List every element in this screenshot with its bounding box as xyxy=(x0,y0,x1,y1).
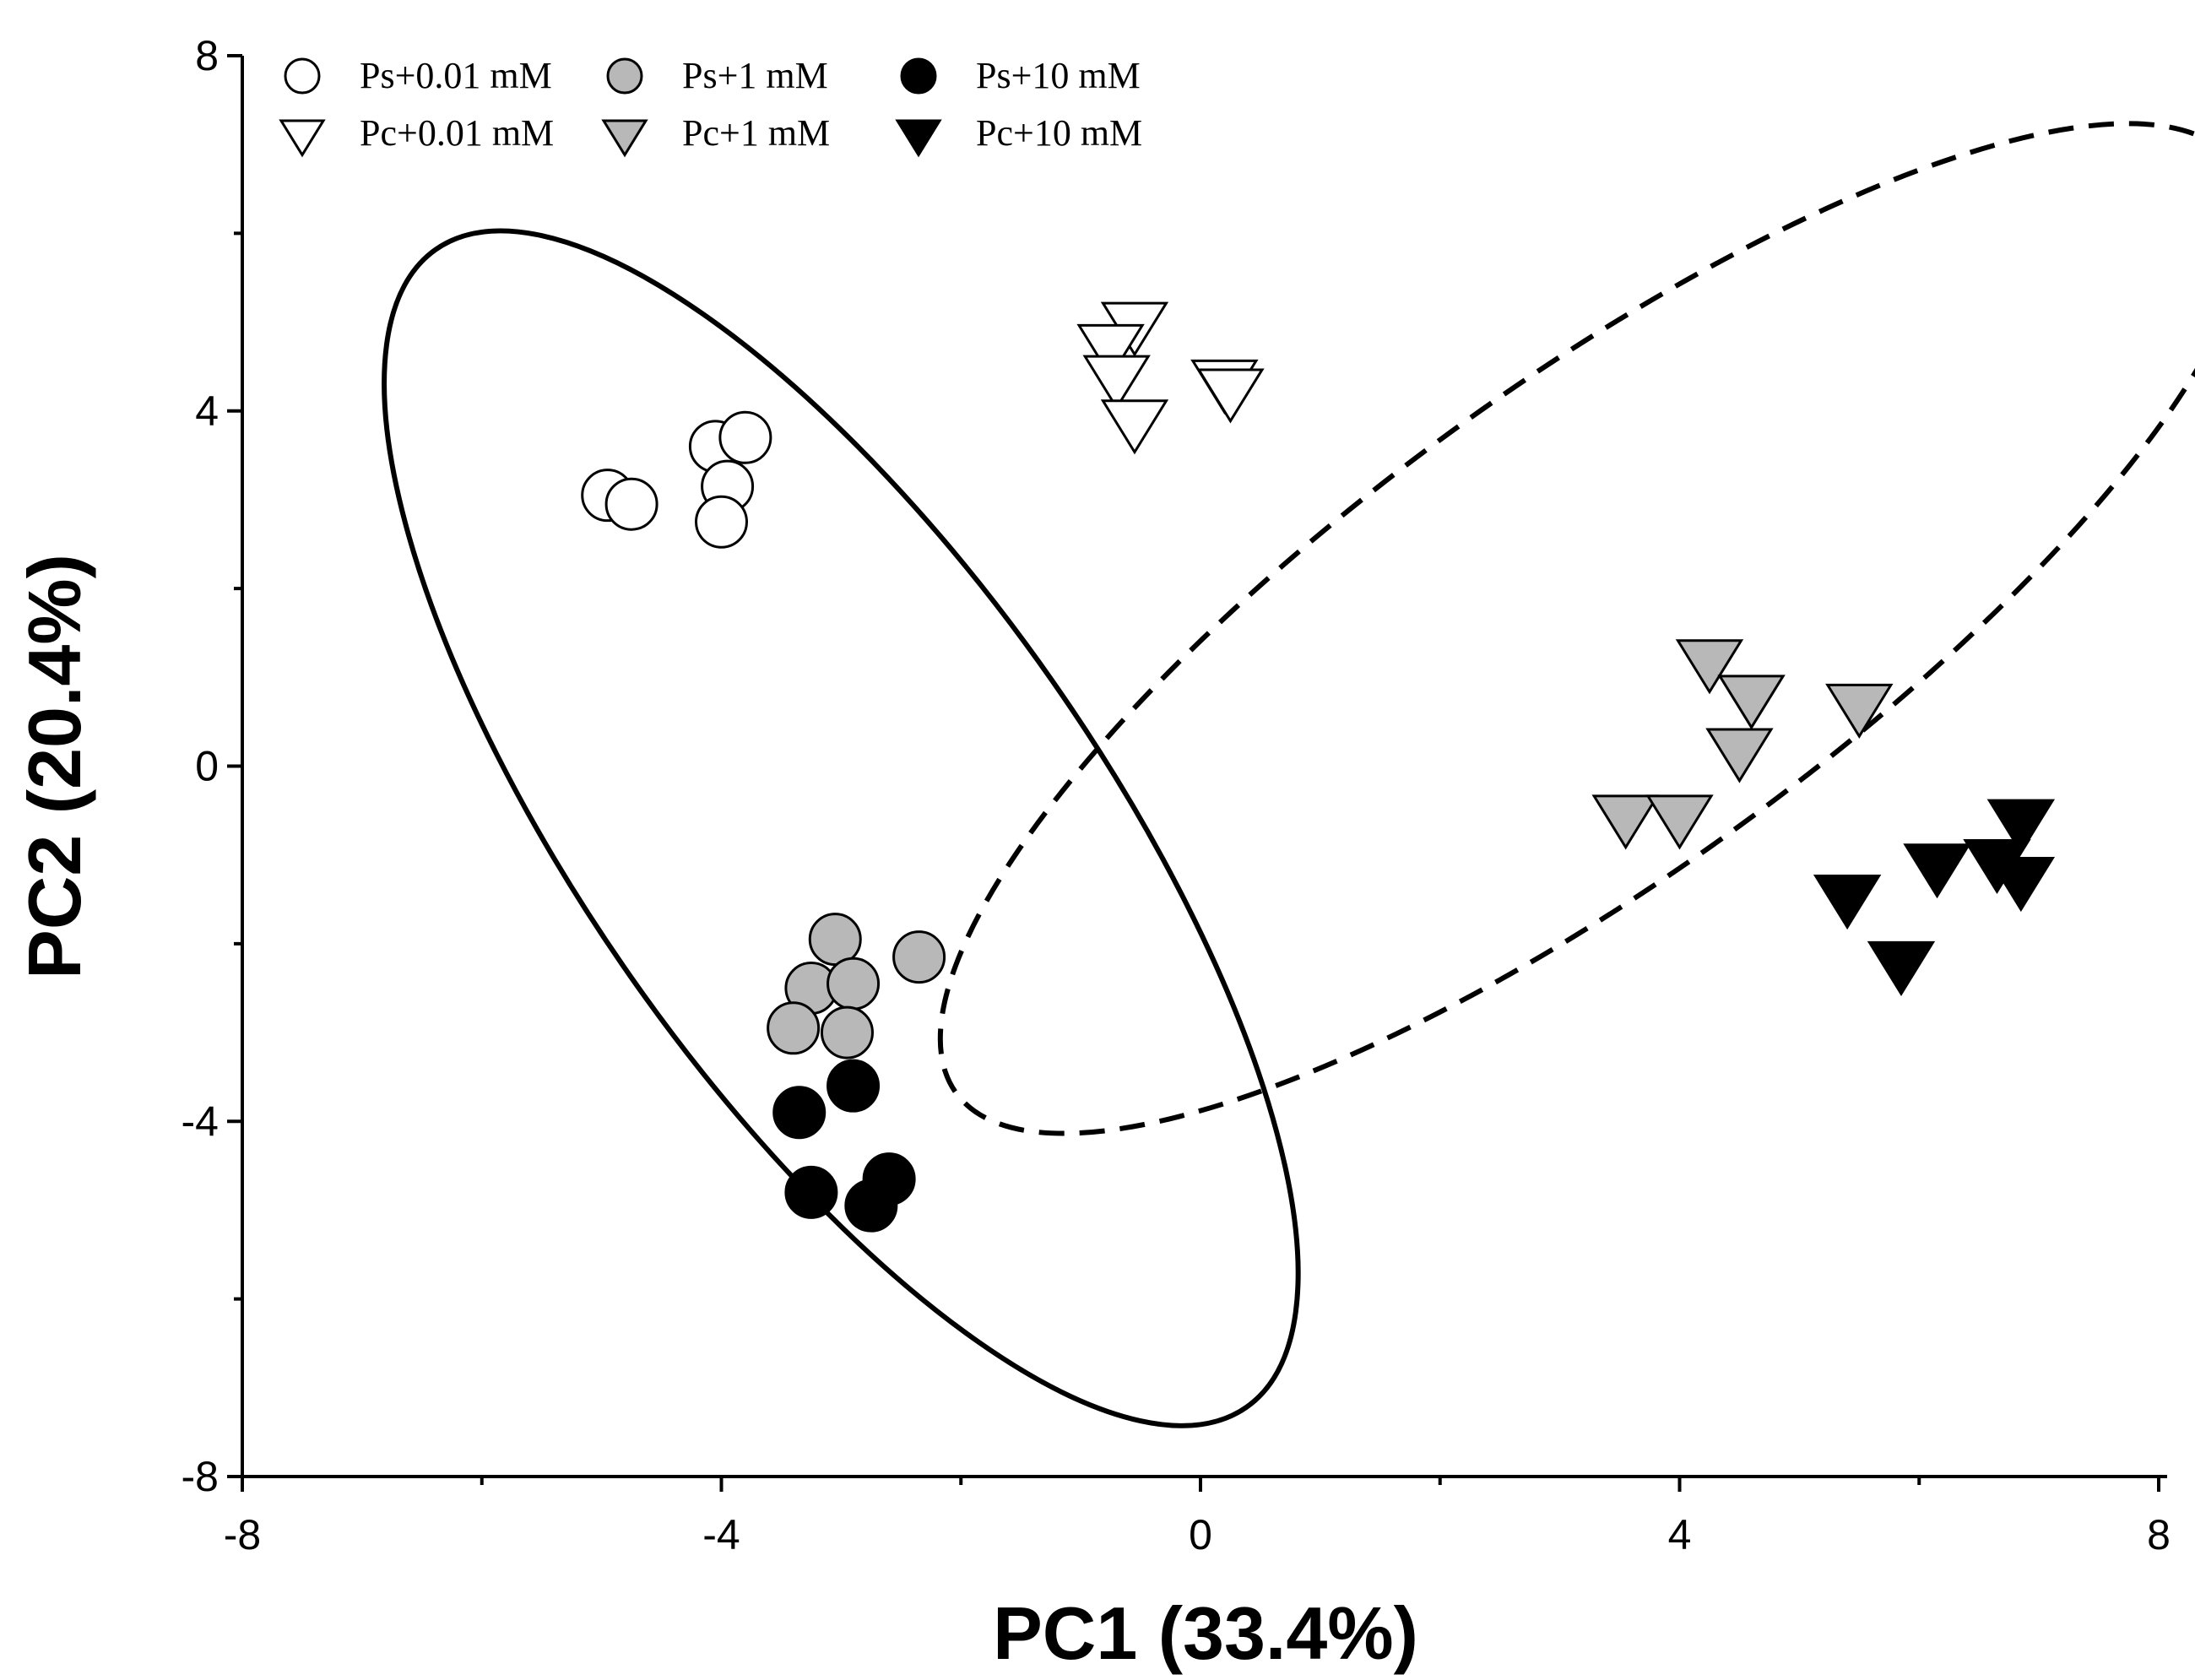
pc-0-01-mm-legend-label: Pc+0.01 mM xyxy=(360,112,554,154)
ps-1-mm-legend-label: Ps+1 mM xyxy=(682,55,828,96)
ps-10-mm-legend-label: Ps+10 mM xyxy=(976,55,1141,96)
pc-1-mm-point xyxy=(1591,794,1660,850)
pc-0-01-mm-point xyxy=(1076,323,1145,379)
x-tick-label: -4 xyxy=(702,1511,740,1558)
pc-1-mm-point xyxy=(1675,639,1744,695)
ps-10-mm-point xyxy=(784,1165,838,1219)
axis-ticks: -8 -4 0 4 8 -8 -4 0 4 8 xyxy=(182,32,2171,1558)
pc-10-mm-point xyxy=(1867,940,1936,997)
ps-1-mm-point xyxy=(892,930,946,984)
legend: Ps+0.01 mM Ps+1 mM Ps+10 mM Pc+0.01 mM Pc+1 … xyxy=(279,55,1142,158)
y-tick-label: 0 xyxy=(195,743,219,790)
pc-0-01-mm-point xyxy=(1196,368,1265,424)
ps-1-mm-legend-marker xyxy=(606,57,643,95)
pc-1-mm-point xyxy=(1705,728,1774,783)
ps-0-01-mm-legend-label: Ps+0.01 mM xyxy=(360,55,552,96)
pc-1-mm-legend-label: Pc+1 mM xyxy=(682,112,830,154)
x-tick-label: -8 xyxy=(224,1511,261,1558)
pc-10-mm-point xyxy=(1986,799,2056,854)
ps-1-mm-point xyxy=(827,957,881,1011)
y-tick-label: -8 xyxy=(182,1453,219,1500)
pc-1-mm-point xyxy=(1825,683,1894,739)
ps-0-01-mm-point xyxy=(604,477,658,531)
ps-0-01-mm-legend-marker xyxy=(284,57,321,95)
pc-0-01-mm-legend-marker xyxy=(279,119,326,158)
pc-10-mm-point xyxy=(1903,843,1971,899)
ps-0-01-mm-point xyxy=(718,410,772,464)
group-ellipses xyxy=(382,121,2195,1428)
x-tick-label: 0 xyxy=(1189,1511,1212,1558)
data-points xyxy=(581,301,2056,1233)
y-tick-label: 8 xyxy=(195,32,219,79)
pc-10-mm-point xyxy=(1986,856,2056,913)
pc-10-mm-point xyxy=(1813,875,1882,930)
ps-10-mm-point xyxy=(827,1059,881,1113)
x-tick-label: 8 xyxy=(2147,1511,2171,1558)
ps-1-mm-point xyxy=(767,1001,821,1055)
ps-group-ellipse xyxy=(382,228,1301,1428)
pc-1-mm-point xyxy=(1717,675,1786,730)
ps-10-mm-point xyxy=(844,1179,898,1233)
pc-group-ellipse xyxy=(937,121,2195,1136)
ps-0-01-mm-point xyxy=(695,495,748,549)
ps-1-mm-point xyxy=(820,1005,874,1059)
ps-1-mm-point xyxy=(808,913,862,967)
pc-1-mm-point xyxy=(1645,794,1714,850)
x-tick-label: 4 xyxy=(1668,1511,1692,1558)
pc-10-mm-legend-label: Pc+10 mM xyxy=(976,112,1142,154)
pc-0-01-mm-point xyxy=(1100,399,1169,455)
y-axis-title: PC2 (20.4%) xyxy=(13,554,96,979)
ps-10-mm-legend-marker xyxy=(900,57,937,95)
y-tick-label: -4 xyxy=(182,1097,219,1145)
x-axis-title: PC1 (33.4%) xyxy=(993,1591,1418,1675)
pc-1-mm-legend-marker xyxy=(601,119,648,158)
y-tick-label: 4 xyxy=(195,387,219,435)
pc-10-mm-legend-marker xyxy=(895,119,942,158)
pc-0-01-mm-point xyxy=(1082,355,1151,410)
ps-10-mm-point xyxy=(772,1086,827,1140)
